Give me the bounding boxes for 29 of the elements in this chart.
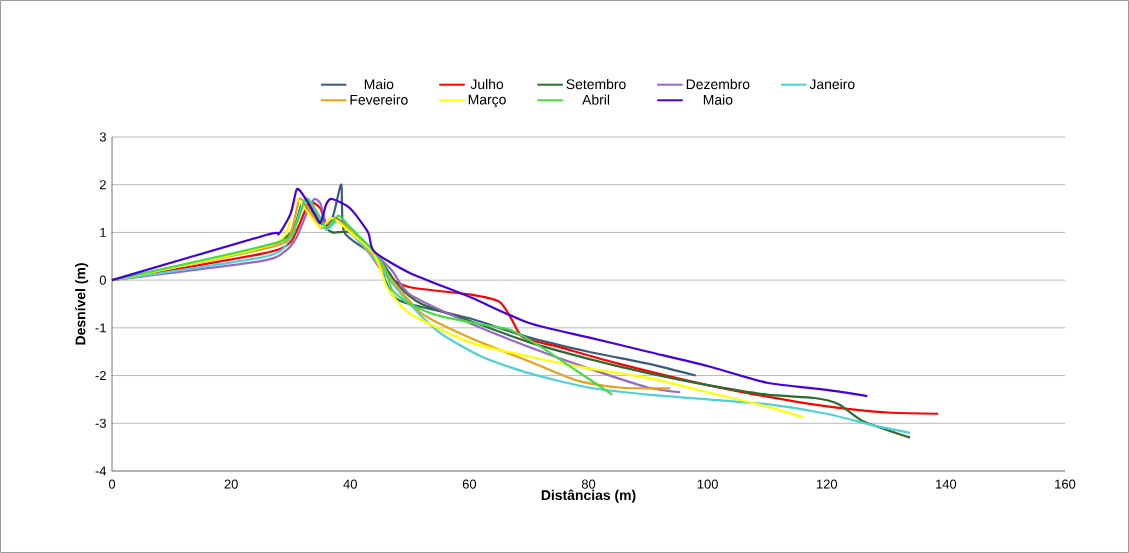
x-tick-label: 140 [936, 479, 957, 489]
y-tick-label: 3 [99, 132, 106, 142]
legend-label: Setembro [566, 78, 626, 90]
x-tick-label: 40 [343, 479, 357, 489]
legend-label: Abril [582, 94, 610, 105]
legend-label: Janeiro [809, 78, 855, 90]
y-tick-label: -1 [95, 323, 106, 333]
legend-label: Março [468, 94, 506, 108]
x-tick-label: 100 [697, 479, 718, 489]
x-tick-label: 80 [581, 479, 596, 489]
legend-label: Maio [364, 78, 394, 90]
y-tick-label: 1 [100, 227, 106, 237]
y-tick-label: 0 [99, 275, 106, 285]
legend-label: Fevereiro [350, 94, 408, 105]
x-tick-label: 120 [816, 479, 838, 489]
x-axis-title: Distâncias (m) [541, 489, 636, 503]
x-tick-label: 20 [224, 479, 238, 489]
x-tick-label: 60 [462, 479, 477, 489]
legend-label: Maio [703, 94, 733, 105]
legend-label: Dezembro [686, 78, 750, 90]
legend-label: Julho [470, 78, 504, 90]
x-tick-label: 160 [1055, 479, 1076, 489]
y-tick-label: -3 [95, 418, 106, 428]
x-tick-label: 0 [108, 479, 116, 489]
y-axis-title: Desnível (m) [75, 263, 89, 345]
line-series [110, 188, 869, 398]
y-tick-label: 2 [99, 180, 106, 190]
y-tick-label: -4 [95, 466, 107, 476]
y-tick-label: -2 [95, 371, 106, 381]
